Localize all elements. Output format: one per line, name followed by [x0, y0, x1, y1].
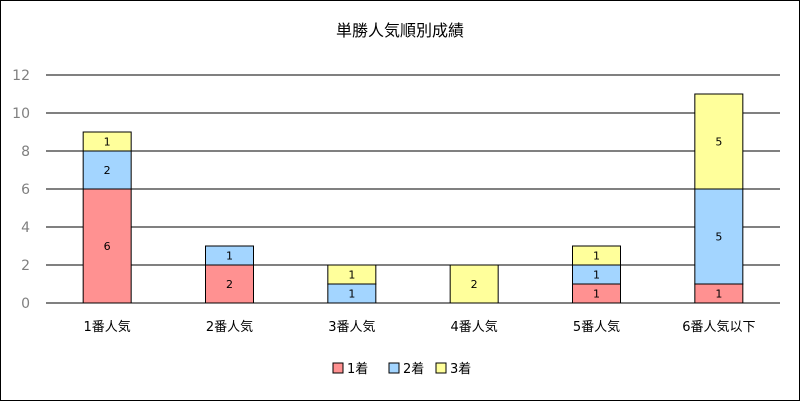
legend: 1着 2着 3着: [332, 361, 471, 377]
legend-label: 3着: [450, 361, 471, 377]
y-tick-label: 10: [12, 106, 30, 122]
legend-swatch: [332, 362, 344, 374]
data-label: 1: [715, 288, 722, 301]
bar-segment: [572, 245, 621, 266]
bar-segment: [449, 264, 499, 304]
data-label: 2: [104, 164, 111, 177]
bar-segment: [82, 188, 132, 304]
legend-swatch: [435, 362, 447, 374]
data-labels: 6 2 1 2 1 1 1 2 1 1 1 1 5 5: [104, 136, 723, 301]
data-label: 2: [471, 278, 478, 291]
y-tick-label: 8: [21, 144, 30, 160]
bar-segment: [205, 264, 254, 304]
y-tick-label: 0: [21, 296, 30, 312]
x-tick-label: 4番人気: [451, 319, 498, 335]
bar-segment: [694, 93, 744, 190]
data-label: 2: [226, 278, 233, 291]
legend-swatch: [388, 362, 400, 374]
x-tick-label: 6番人気以下: [682, 319, 755, 335]
x-axis-ticks: 1番人気 2番人気 3番人気 4番人気 5番人気 6番人気以下: [84, 319, 756, 335]
bar-segment: [327, 264, 377, 285]
data-label: 5: [715, 136, 722, 149]
chart-title: 単勝人気順別成績: [336, 21, 464, 40]
data-label: 6: [104, 240, 111, 253]
bars: [82, 93, 744, 304]
x-tick-label: 3番人気: [328, 319, 375, 335]
y-tick-label: 4: [21, 220, 30, 236]
data-label: 1: [593, 250, 600, 263]
gridlines: [46, 74, 780, 304]
data-label: 1: [348, 288, 355, 301]
data-label: 1: [104, 136, 111, 149]
bar-segment: [82, 131, 132, 152]
y-tick-label: 12: [12, 68, 30, 84]
x-tick-label: 5番人気: [573, 319, 620, 335]
legend-label: 1着: [347, 361, 368, 377]
data-label: 1: [226, 250, 233, 263]
x-tick-label: 1番人気: [84, 319, 131, 335]
y-axis-ticks: 0 2 4 6 8 10 12: [12, 68, 30, 312]
bar-segment: [205, 245, 254, 266]
data-label: 1: [348, 269, 355, 282]
data-label: 1: [593, 269, 600, 282]
legend-label: 2着: [403, 361, 424, 377]
bar-segment: [694, 188, 744, 285]
x-tick-label: 2番人気: [206, 319, 253, 335]
data-label: 1: [593, 288, 600, 301]
data-label: 5: [715, 231, 722, 244]
y-tick-label: 6: [21, 182, 30, 198]
y-tick-label: 2: [21, 258, 30, 274]
bar-segment: [82, 150, 132, 190]
